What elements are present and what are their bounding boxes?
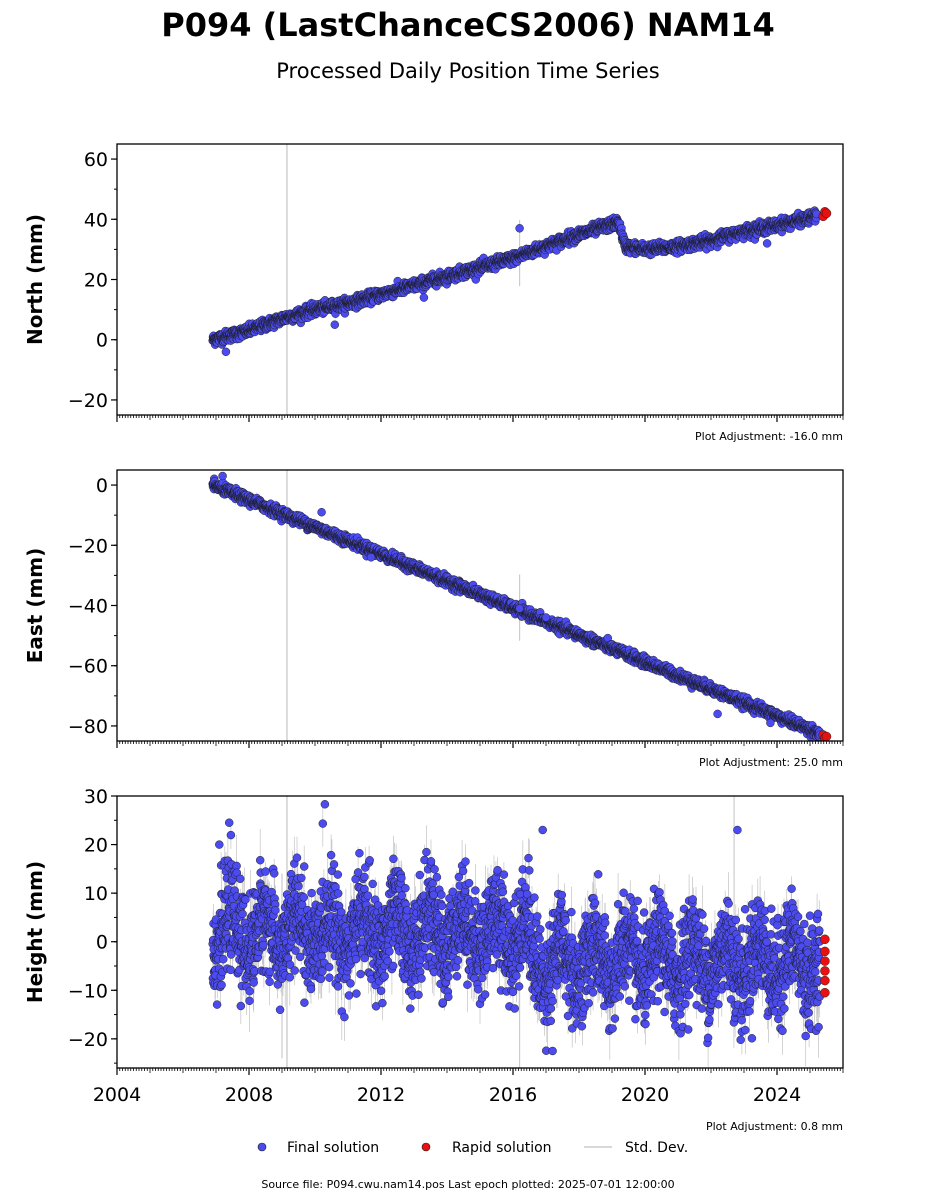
north-y-label: North (mm) bbox=[23, 214, 47, 345]
rapid-point bbox=[821, 208, 832, 219]
final-point-outlier bbox=[762, 239, 772, 248]
y-tick-label: 60 bbox=[84, 149, 108, 171]
final-point-outlier bbox=[221, 347, 231, 357]
east-final-points bbox=[208, 471, 825, 741]
final-point-outlier bbox=[515, 224, 524, 233]
final-point-outlier bbox=[419, 293, 429, 302]
y-tick-label: 40 bbox=[84, 209, 108, 231]
y-tick-label: 20 bbox=[84, 270, 108, 292]
north-rapid-points bbox=[818, 207, 832, 222]
north-final-points bbox=[208, 206, 821, 357]
north-x-axis bbox=[116, 415, 844, 422]
y-tick-label: 0 bbox=[96, 330, 108, 352]
figure-title: P094 (LastChanceCS2006) NAM14 bbox=[161, 6, 775, 44]
north-plot-area bbox=[208, 144, 832, 415]
y-tick-label: −20 bbox=[68, 390, 108, 412]
north-y-axis: −20 0 20 40 60 bbox=[68, 149, 117, 412]
east-plot-area bbox=[208, 470, 832, 741]
final-point-outlier bbox=[330, 320, 340, 329]
north-plot-adjustment: Plot Adjustment: -16.0 mm bbox=[695, 430, 843, 443]
north-panel: −20 0 20 40 60 North (mm) Plot Adjustment: -16… bbox=[23, 143, 844, 443]
figure-subtitle: Processed Daily Position Time Series bbox=[276, 59, 660, 83]
